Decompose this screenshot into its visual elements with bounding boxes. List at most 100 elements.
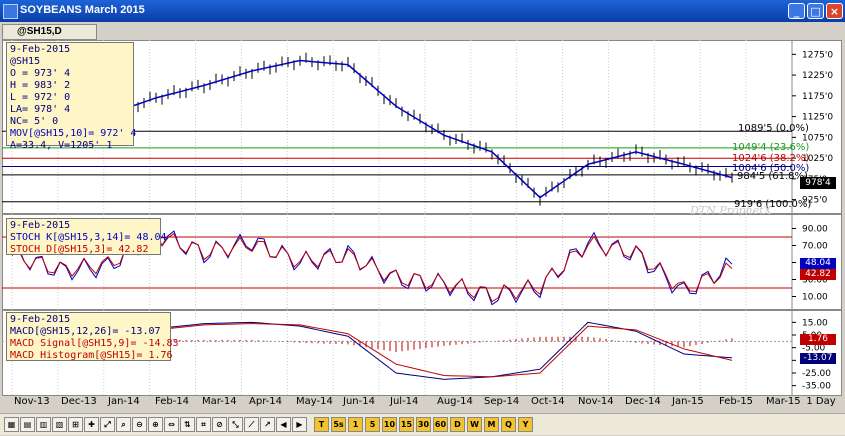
- y-tick-label: 1175'0: [802, 92, 833, 102]
- y-tick-label: 1275'0: [802, 50, 833, 60]
- symbol-tab[interactable]: @SH15,D: [2, 24, 97, 40]
- toolbar-tool-icon[interactable]: ⊘: [212, 417, 227, 432]
- toolbar-tool-icon[interactable]: ⟋: [244, 417, 259, 432]
- macd-label: MACD[@SH15,12,26]= -13.07: [10, 326, 161, 337]
- stoch-info-box: 9-Feb-2015 STOCH K[@SH15,3,14]= 48.04 ST…: [6, 218, 167, 255]
- x-axis-label: Dec-13: [61, 396, 97, 407]
- interval-button-5s[interactable]: 5s: [331, 417, 346, 432]
- title-bar: [0, 0, 845, 22]
- info-last: LA= 978' 4: [10, 104, 71, 115]
- stoch-k-badge: 48.04: [800, 258, 836, 269]
- macd-badge: -13.07: [800, 353, 836, 364]
- macd-signal-label: MACD Signal[@SH15,9]= -14.83: [10, 338, 179, 349]
- x-axis: Nov-13 Dec-13 Jan-14 Feb-14 Mar-14 Apr-14 May-…: [2, 396, 807, 409]
- interval-button-T[interactable]: T: [314, 417, 329, 432]
- y-tick-label: 70.00: [802, 242, 828, 252]
- x-axis-label: Apr-14: [249, 396, 282, 407]
- interval-button-Q[interactable]: Q: [501, 417, 516, 432]
- interval-button-M[interactable]: M: [484, 417, 499, 432]
- info-high: H = 983' 2: [10, 80, 71, 91]
- y-tick-label: -25.00: [802, 369, 831, 379]
- toolbar-tool-icon[interactable]: ▥: [36, 417, 51, 432]
- info-low: L = 972' 0: [10, 92, 71, 103]
- x-axis-label: Jun-14: [343, 396, 375, 407]
- toolbar-tool-icon[interactable]: ▧: [52, 417, 67, 432]
- minimize-button[interactable]: _: [788, 3, 805, 19]
- fib-label-50: 1004'6 (50.0%): [732, 163, 810, 174]
- y-tick-label: 1225'0: [802, 71, 833, 81]
- fib-label-100: 919'6 (100.0%): [734, 199, 812, 210]
- bottom-toolbar: ▦ ▤ ▥ ▧ ⊞ ✚ ⤢ ⌕ ⊖ ⊕ ⇔ ⇅ ⌗ ⊘ ⤡ ⟋ ↗ ◀ ▶ T 5s 1 5 10 15 30 60 D W M Q Y: [0, 413, 845, 435]
- interval-button-D[interactable]: D: [450, 417, 465, 432]
- y-tick-label: 925'0: [802, 196, 828, 206]
- info-volume: A=33.4, V=1205' 1: [10, 140, 113, 151]
- toolbar-tool-icon[interactable]: ▦: [4, 417, 19, 432]
- stoch-k-label: STOCH K[@SH15,3,14]= 48.04: [10, 232, 167, 243]
- interval-button-Y[interactable]: Y: [518, 417, 533, 432]
- toolbar-tool-icon[interactable]: ▶: [292, 417, 307, 432]
- y-tick-label: 30.00: [802, 276, 828, 286]
- x-axis-label: Oct-14: [531, 396, 565, 407]
- stoch-date: 9-Feb-2015: [10, 220, 71, 231]
- y-tick-label: 90.00: [802, 225, 828, 235]
- interval-button-15[interactable]: 15: [399, 417, 414, 432]
- maximize-button[interactable]: □: [807, 3, 824, 19]
- macd-hist-badge: 1.76: [800, 334, 836, 345]
- x-axis-label: Nov-14: [578, 396, 614, 407]
- y-tick-label: -35.00: [802, 382, 831, 392]
- info-net-change: NC= 5' 0: [10, 116, 59, 127]
- interval-button-1[interactable]: 1: [348, 417, 363, 432]
- toolbar-tool-icon[interactable]: ◀: [276, 417, 291, 432]
- x-axis-label: Jan-14: [108, 396, 140, 407]
- window-title: SOYBEANS March 2015: [20, 4, 145, 16]
- toolbar-tool-icon[interactable]: ✚: [84, 417, 99, 432]
- interval-button-60[interactable]: 60: [433, 417, 448, 432]
- toolbar-tool-icon[interactable]: ⌕: [116, 417, 131, 432]
- last-price-badge: 978'4: [800, 177, 836, 189]
- x-axis-label: May-14: [296, 396, 333, 407]
- toolbar-tool-icon[interactable]: ⤢: [100, 417, 115, 432]
- close-button[interactable]: ×: [826, 3, 843, 19]
- toolbar-tool-icon[interactable]: ⊖: [132, 417, 147, 432]
- y-tick-label: 1125'0: [802, 113, 833, 123]
- x-axis-label: Sep-14: [484, 396, 520, 407]
- fib-label-382: 1024'6 (38.2%): [732, 153, 810, 164]
- info-symbol: @SH15: [10, 56, 41, 67]
- x-axis-label: Feb-15: [719, 396, 754, 407]
- x-axis-label: Aug-14: [437, 396, 473, 407]
- x-axis-label: Feb-14: [155, 396, 190, 407]
- x-axis-label: Mar-14: [202, 396, 237, 407]
- fib-label-618: 984'5 (61.8%): [737, 171, 808, 182]
- interval-label[interactable]: 1 Day: [806, 396, 836, 407]
- macd-histogram-label: MACD Histogram[@SH15]= 1.76: [10, 350, 173, 361]
- stoch-d-label: STOCH D[@SH15,3]= 42.82: [10, 244, 149, 255]
- fib-label-0: 1089'5 (0.0%): [738, 123, 809, 134]
- y-tick-label: 15.00: [802, 318, 828, 328]
- watermark: DTN ProphetX: [690, 204, 772, 217]
- toolbar-tool-icon[interactable]: ⌗: [196, 417, 211, 432]
- toolbar-tool-icon[interactable]: ⊞: [68, 417, 83, 432]
- toolbar-tool-icon[interactable]: ⤡: [228, 417, 243, 432]
- x-axis-label: Jan-15: [672, 396, 704, 407]
- stoch-d-badge: 42.82: [800, 269, 836, 280]
- interval-button-10[interactable]: 10: [382, 417, 397, 432]
- toolbar-tool-icon[interactable]: ⇅: [180, 417, 195, 432]
- interval-button-W[interactable]: W: [467, 417, 482, 432]
- y-tick-label: 1075'0: [802, 133, 833, 143]
- app-icon: [3, 4, 18, 19]
- y-tick-label: 1025'0: [802, 154, 833, 164]
- x-axis-label: Dec-14: [625, 396, 661, 407]
- toolbar-tool-icon[interactable]: ▤: [20, 417, 35, 432]
- info-date: 9-Feb-2015: [10, 44, 71, 55]
- toolbar-tool-icon[interactable]: ⇔: [164, 417, 179, 432]
- price-info-box: 9-Feb-2015 @SH15 O = 973' 4 H = 983' 2 L…: [6, 42, 137, 151]
- x-axis-label: Nov-13: [14, 396, 50, 407]
- y-tick-label: -5.00: [802, 344, 826, 354]
- x-axis-label: Mar-15: [766, 396, 801, 407]
- info-moving-average: MOV[@SH15,10]= 972' 4: [10, 128, 137, 139]
- interval-button-5[interactable]: 5: [365, 417, 380, 432]
- toolbar-tool-icon[interactable]: ↗: [260, 417, 275, 432]
- toolbar-tool-icon[interactable]: ⊕: [148, 417, 163, 432]
- interval-button-30[interactable]: 30: [416, 417, 431, 432]
- macd-date: 9-Feb-2015: [10, 314, 71, 325]
